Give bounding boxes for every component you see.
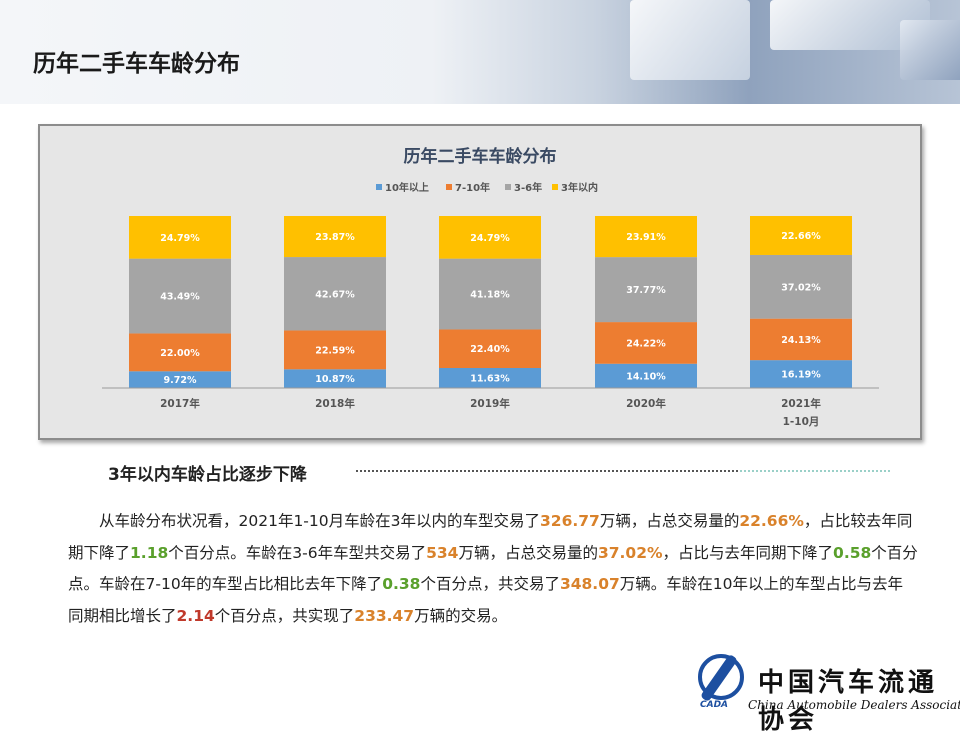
bar-segment [129, 333, 231, 372]
highlight-number: 1.18 [130, 543, 169, 562]
category-label: 2019年 [470, 397, 510, 410]
section-heading: 3年以内车龄占比逐步下降 [108, 465, 307, 485]
decorative-cube [900, 20, 960, 80]
data-label: 42.67% [315, 289, 355, 300]
legend-label: 3-6年 [514, 181, 542, 194]
bar-segment [284, 257, 386, 331]
category-label: 2017年 [160, 397, 200, 410]
category-label: 2020年 [626, 397, 666, 410]
data-label: 23.91% [626, 232, 666, 243]
paragraph-text: ，占比较去年同期下降了 [68, 512, 913, 562]
cada-emblem-icon [698, 654, 744, 700]
dotted-divider [356, 470, 890, 472]
data-label: 24.79% [470, 233, 510, 244]
data-label: 43.49% [160, 292, 200, 303]
bar-segment [129, 371, 231, 388]
cada-logo: CADA 中国汽车流通协会 China Automobile Dealers A… [690, 652, 960, 735]
paragraph-text: 个百分点，共实现了 [214, 606, 355, 625]
paragraph-text: 万辆，占总交易量的 [599, 512, 740, 530]
highlight-number: 0.38 [382, 575, 421, 593]
paragraph-text: 个百分点。车龄在7-10年的车型占比相比去年下降了 [68, 543, 918, 594]
bar-segment [595, 322, 697, 364]
bar-segment [439, 258, 541, 330]
paragraph-text: 万辆。车龄在10年以上的车型占比与去年同期相比增长了 [68, 575, 904, 625]
chart-panel: 历年二手车车龄分布 10年以上 7-10年 3-6年 3年以内 9.72% 22.00% 43… [38, 124, 922, 440]
chart-title: 历年二手车车龄分布 [404, 146, 557, 167]
legend-swatch [552, 184, 558, 190]
logo-name-en: China Automobile Dealers Association [748, 698, 960, 712]
data-label: 14.10% [626, 371, 666, 382]
data-label: 22.40% [470, 344, 510, 355]
highlight-number: 37.02% [597, 543, 663, 562]
legend-label: 10年以上 [385, 181, 429, 194]
highlight-number: 2.14 [176, 606, 215, 625]
paragraph-text: 个百分点，共交易了 [420, 575, 560, 593]
category-label: 2021年 [781, 397, 821, 410]
legend-swatch [376, 184, 382, 190]
highlight-number: 534 [426, 543, 459, 562]
bar-segment [595, 363, 697, 388]
bar-segment [284, 216, 386, 258]
highlight-number: 0.58 [833, 543, 872, 562]
data-label: 16.19% [781, 370, 821, 381]
logo-name-cn: 中国汽车流通协会 [758, 668, 939, 735]
dotted-divider-accent [740, 470, 890, 472]
data-label: 10.87% [315, 374, 355, 385]
bar-segment [595, 257, 697, 323]
paragraph-text: 万辆，占总交易量的 [458, 543, 598, 562]
data-label: 41.18% [470, 290, 510, 301]
legend-swatch [505, 184, 511, 190]
bar-segment [750, 360, 852, 388]
data-label: 24.13% [781, 335, 821, 346]
paragraph-text: 从车龄分布状况看，2021年1-10月车龄在3年以内的车型交易了 [99, 512, 540, 530]
category-label: 2018年 [315, 397, 355, 410]
bar-segment [129, 258, 231, 334]
category-label: 1-10月 [783, 416, 820, 428]
paragraph-text: 个百分点。车龄在3-6年车型共交易了 [168, 543, 427, 562]
bar-segment [129, 216, 231, 259]
data-label: 22.66% [781, 231, 821, 242]
highlight-number: 22.66% [739, 512, 804, 530]
header-banner: 历年二手车车龄分布 [0, 0, 960, 104]
page-title: 历年二手车车龄分布 [33, 51, 240, 77]
bar-segment [439, 329, 541, 368]
data-label: 23.87% [315, 232, 355, 243]
data-label: 9.72% [164, 375, 197, 386]
data-label: 22.59% [315, 345, 355, 356]
legend-swatch [446, 184, 452, 190]
highlight-number: 326.77 [540, 512, 600, 530]
bar-segment [439, 367, 541, 388]
data-label: 37.77% [626, 285, 666, 296]
data-label: 24.22% [626, 338, 666, 349]
bar-segment [750, 318, 852, 361]
highlight-number: 233.47 [354, 606, 415, 625]
analysis-paragraph: 从车龄分布状况看，2021年1-10月车龄在3年以内的车型交易了326.77万辆… [68, 506, 918, 632]
paragraph-text: ，占比与去年同期下降了 [662, 543, 834, 562]
bar-segment [284, 330, 386, 370]
bar-segment [750, 254, 852, 319]
bar-segment [439, 216, 541, 259]
decorative-cube [630, 0, 750, 80]
paragraph-text: 万辆的交易。 [414, 606, 508, 625]
bar-segment [284, 369, 386, 388]
data-label: 24.79% [160, 233, 200, 244]
legend-label: 3年以内 [561, 181, 598, 194]
legend-label: 7-10年 [455, 181, 490, 194]
data-label: 11.63% [470, 373, 510, 384]
bar-segment [750, 216, 852, 255]
highlight-number: 348.07 [559, 575, 620, 593]
logo-abbreviation: CADA [700, 700, 729, 710]
bar-segment [595, 216, 697, 258]
stacked-bar-chart: 历年二手车车龄分布 10年以上 7-10年 3-6年 3年以内 9.72% 22.00% 43… [102, 146, 879, 428]
data-label: 37.02% [781, 282, 821, 293]
data-label: 22.00% [160, 348, 200, 359]
